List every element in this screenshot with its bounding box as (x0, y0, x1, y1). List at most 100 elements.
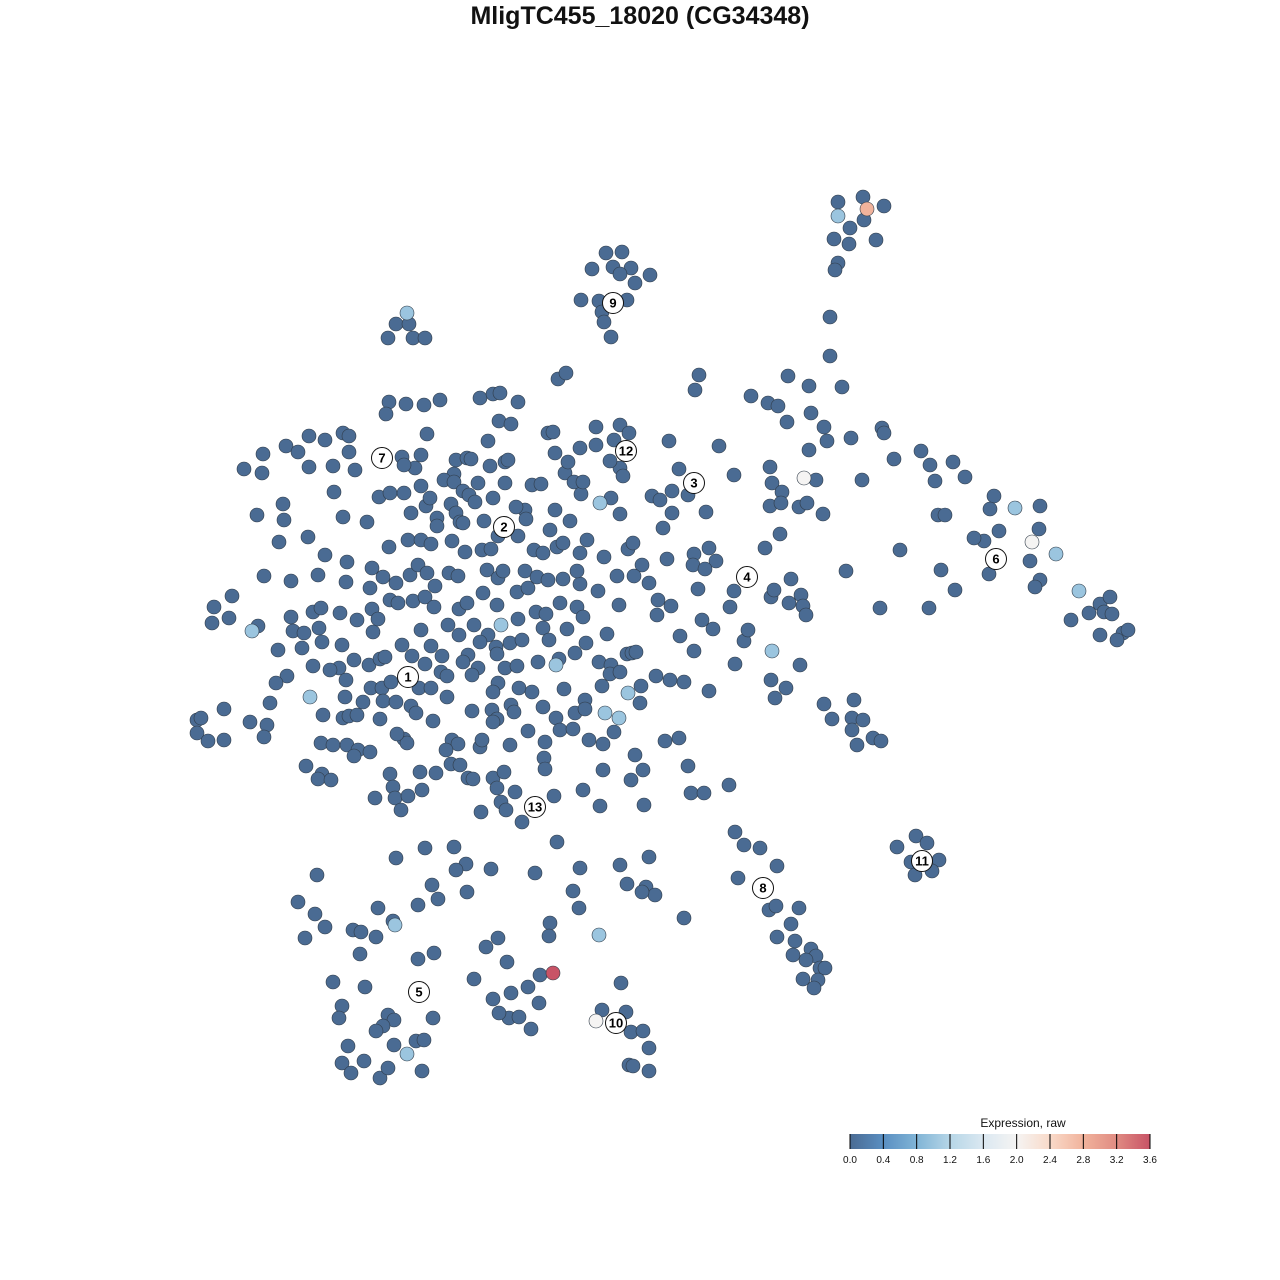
data-point (595, 762, 611, 778)
data-point (457, 544, 473, 560)
data-point (641, 1063, 657, 1079)
data-point (189, 725, 205, 741)
data-point (569, 563, 585, 579)
cluster-label-text: 9 (609, 296, 616, 311)
data-point (588, 419, 604, 435)
data-point (1007, 500, 1023, 516)
data-point (855, 712, 871, 728)
data-point (400, 532, 416, 548)
data-point (546, 788, 562, 804)
data-point (383, 674, 399, 690)
data-point (300, 529, 316, 545)
data-point (822, 348, 838, 364)
data-point (545, 424, 561, 440)
data-point (340, 1038, 356, 1054)
data-point (663, 598, 679, 614)
data-point (216, 701, 232, 717)
data-point (317, 547, 333, 563)
data-point (648, 668, 664, 684)
data-point (772, 526, 788, 542)
data-point (1027, 579, 1043, 595)
data-point (425, 713, 441, 729)
data-point (743, 388, 759, 404)
data-point (353, 924, 369, 940)
data-point (577, 701, 593, 717)
data-point (502, 635, 518, 651)
data-point (649, 607, 665, 623)
data-point (387, 917, 403, 933)
data-point (559, 621, 575, 637)
data-point (402, 567, 418, 583)
data-point (334, 637, 350, 653)
cluster-label: 12 (615, 440, 637, 462)
data-point (792, 657, 808, 673)
data-point (270, 642, 286, 658)
data-point (416, 1032, 432, 1048)
data-point (419, 426, 435, 442)
data-point (290, 444, 306, 460)
data-point (594, 678, 610, 694)
cluster-label-circle (408, 981, 430, 1003)
data-point (368, 1023, 384, 1039)
data-point (510, 611, 526, 627)
data-point (762, 459, 778, 475)
data-point (412, 764, 428, 780)
data-point (672, 628, 688, 644)
data-point (612, 857, 628, 873)
data-point (399, 735, 415, 751)
data-point (503, 416, 519, 432)
cluster-label-text: 1 (404, 670, 411, 685)
legend-tick-label: 2.0 (1010, 1155, 1024, 1166)
data-point (464, 703, 480, 719)
data-point (727, 824, 743, 840)
data-point (417, 656, 433, 672)
data-point (368, 929, 384, 945)
data-point (310, 567, 326, 583)
data-point (472, 390, 488, 406)
cluster-label: 4 (736, 566, 758, 588)
data-point (464, 667, 480, 683)
data-point (489, 597, 505, 613)
data-point (375, 569, 391, 585)
data-point (783, 571, 799, 587)
data-point (611, 597, 627, 613)
data-point (584, 261, 600, 277)
data-point (1022, 553, 1038, 569)
data-point (204, 615, 220, 631)
data-point (221, 610, 237, 626)
data-point (612, 506, 628, 522)
data-point (523, 1021, 539, 1037)
data-point (552, 722, 568, 738)
data-point (635, 762, 651, 778)
data-point (310, 771, 326, 787)
data-point (224, 588, 240, 604)
data-point (236, 461, 252, 477)
data-point (819, 433, 835, 449)
data-point (555, 571, 571, 587)
data-point (296, 625, 312, 641)
data-point (698, 504, 714, 520)
data-point (381, 539, 397, 555)
data-point (413, 447, 429, 463)
data-point (647, 887, 663, 903)
data-point (727, 656, 743, 672)
data-point (439, 668, 455, 684)
data-point (388, 316, 404, 332)
data-point (498, 802, 514, 818)
data-point (597, 705, 613, 721)
data-point (455, 515, 471, 531)
data-point (500, 452, 516, 468)
data-point (691, 367, 707, 383)
data-point (388, 694, 404, 710)
data-point (275, 496, 291, 512)
cluster-label: 5 (408, 981, 430, 1003)
data-point (503, 985, 519, 1001)
cluster-label: 1 (397, 666, 419, 688)
data-point (334, 998, 350, 1014)
data-point (615, 468, 631, 484)
cluster-label-text: 5 (415, 985, 422, 1000)
data-point (908, 828, 924, 844)
data-point (781, 595, 797, 611)
legend-colorbar (850, 1134, 1150, 1149)
